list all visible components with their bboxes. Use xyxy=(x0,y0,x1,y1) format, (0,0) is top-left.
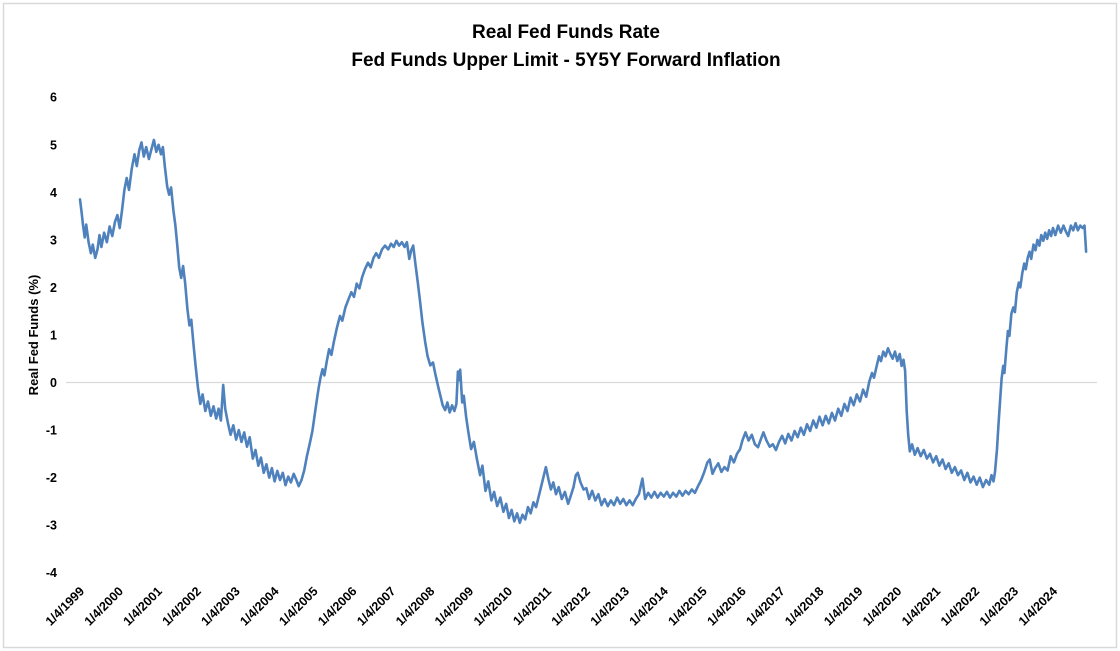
chart-subtitle: Fed Funds Upper Limit - 5Y5Y Forward Inf… xyxy=(351,50,780,71)
y-axis-ticks: 6 5 4 3 2 1 0 -1 -2 -3 -4 xyxy=(46,91,57,581)
y-axis-title: Real Fed Funds (%) xyxy=(26,275,41,396)
y-tick-label: 0 xyxy=(50,376,57,390)
y-tick-label: -2 xyxy=(46,471,57,485)
y-tick-label: -4 xyxy=(46,566,57,580)
data-series-line xyxy=(78,138,1088,525)
y-tick-label: 1 xyxy=(50,328,57,342)
y-tick-label: 3 xyxy=(50,233,57,247)
y-tick-label: 2 xyxy=(50,281,57,295)
y-tick-label: 6 xyxy=(50,91,57,105)
y-tick-label: -3 xyxy=(46,519,57,533)
y-tick-label: -1 xyxy=(46,424,57,438)
chart-title: Real Fed Funds Rate xyxy=(472,22,660,43)
y-tick-label: 4 xyxy=(50,186,57,200)
y-tick-label: 5 xyxy=(50,138,57,152)
